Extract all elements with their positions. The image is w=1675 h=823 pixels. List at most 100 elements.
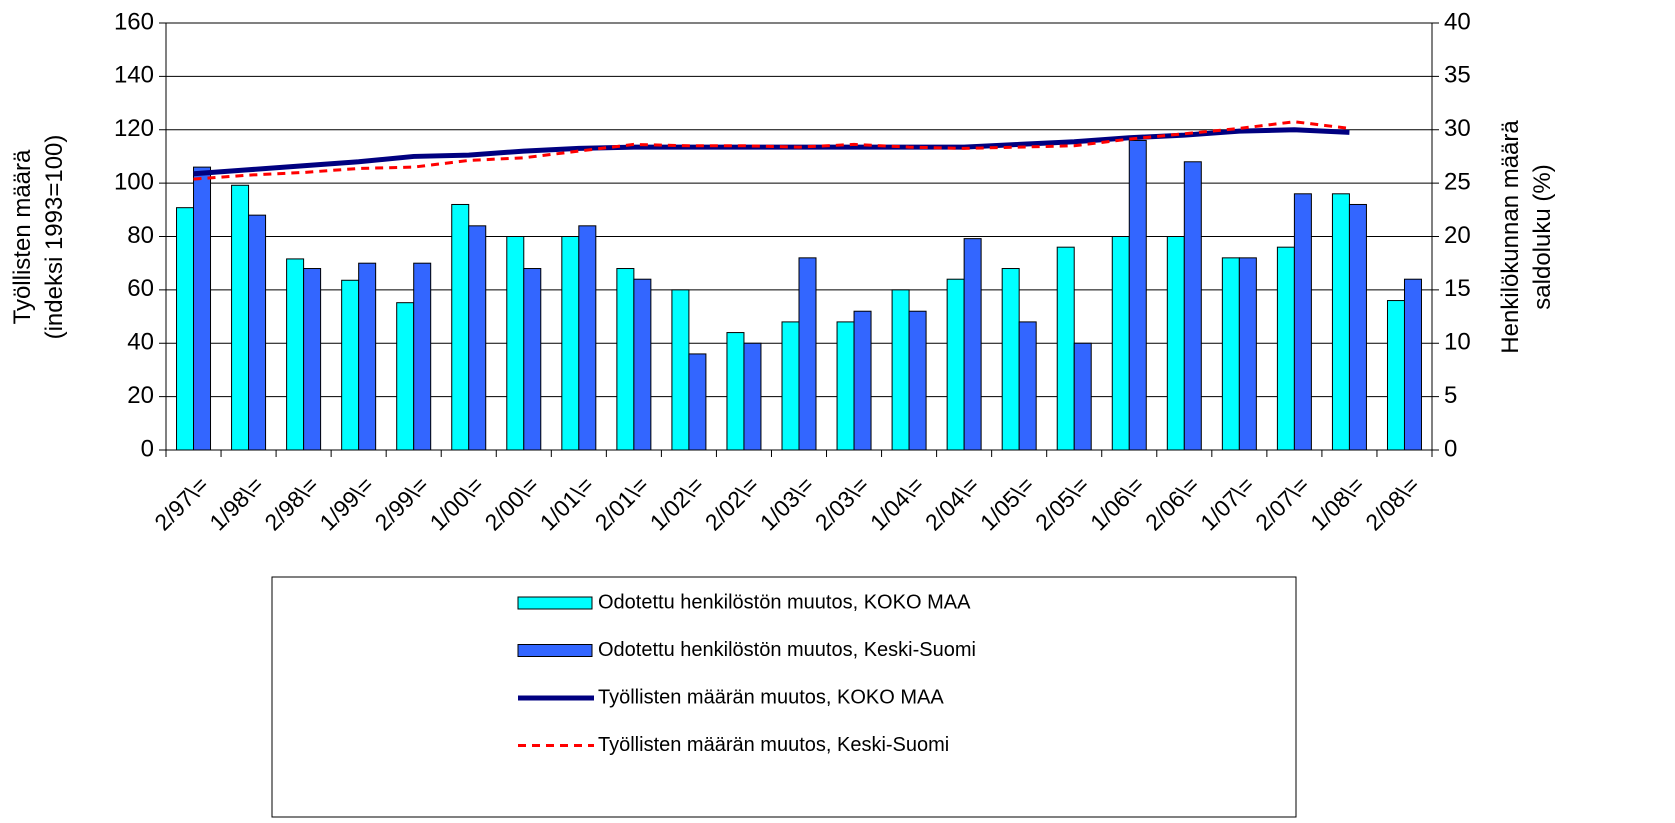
y2-tick-label: 10	[1444, 329, 1471, 356]
bar	[561, 236, 580, 451]
x-tick-label: 2/03\=	[810, 471, 874, 535]
bar	[1221, 257, 1240, 451]
x-tick-label: 2/99\=	[369, 471, 433, 535]
x-tick-label: 2/06\=	[1140, 471, 1204, 535]
line	[193, 120, 1350, 181]
x-tick-label: 2/02\=	[700, 471, 764, 535]
legend-label: Työllisten määrän muutos, KOKO MAA	[598, 686, 944, 708]
bar	[1056, 246, 1075, 451]
y-tick-label: 80	[127, 222, 154, 249]
x-tick-label: 2/04\=	[920, 471, 984, 535]
bar	[853, 310, 872, 451]
bar	[743, 342, 762, 451]
y2-axis-title: Henkilökunnan määrä saldoluku (%)	[1497, 120, 1556, 354]
y-tick-label: 40	[127, 329, 154, 356]
x-tick-label: 2/07\=	[1250, 471, 1314, 535]
bar	[1001, 268, 1020, 451]
bar	[891, 289, 910, 451]
x-tick-label: 1/98\=	[204, 471, 268, 535]
y-tick-label: 140	[114, 62, 154, 89]
bar	[468, 225, 487, 451]
bar	[578, 225, 597, 451]
bar	[836, 321, 855, 451]
x-tick-label: 1/99\=	[314, 471, 378, 535]
bar	[688, 353, 707, 451]
x-tick-label: 2/00\=	[480, 471, 544, 535]
bar	[1018, 321, 1037, 451]
x-tick-label: 1/02\=	[645, 471, 709, 535]
x-tick-label: 2/01\=	[590, 471, 654, 535]
y-tick-label: 60	[127, 275, 154, 302]
bar	[248, 214, 267, 451]
bar	[286, 258, 305, 451]
x-tick-label: 1/00\=	[425, 471, 489, 535]
bar	[1403, 278, 1422, 451]
bar	[303, 268, 322, 451]
bar	[1238, 257, 1257, 451]
bar	[1073, 342, 1092, 451]
bar	[1166, 236, 1185, 451]
bar	[341, 279, 360, 451]
legend-swatch	[517, 644, 593, 657]
bar	[193, 166, 212, 451]
bar	[908, 310, 927, 451]
y-axis-title-line: (indeksi 1993=100)	[41, 135, 68, 340]
y-axis-title: Työllisten määrä (indeksi 1993=100)	[9, 135, 68, 340]
legend-swatch	[517, 596, 593, 610]
legend-label: Työllisten määrän muutos, Keski-Suomi	[598, 734, 949, 756]
bar	[176, 207, 195, 451]
x-tick-label: 2/98\=	[259, 471, 323, 535]
y2-axis-title-line: Henkilökunnan määrä	[1497, 120, 1524, 354]
bar	[506, 236, 525, 451]
x-tick-label: 2/97\=	[149, 471, 213, 535]
x-tick-label: 1/03\=	[755, 471, 819, 535]
x-tick-label: 1/05\=	[975, 471, 1039, 535]
bar	[451, 203, 470, 451]
y2-tick-label: 20	[1444, 222, 1471, 249]
y-tick-label: 100	[114, 168, 154, 195]
bar	[231, 184, 250, 451]
x-tick-label: 2/05\=	[1030, 471, 1094, 535]
y2-tick-label: 35	[1444, 62, 1471, 89]
y-tick-label: 20	[127, 382, 154, 409]
bar	[781, 321, 800, 451]
bar	[1128, 139, 1147, 451]
bar	[946, 278, 965, 451]
bar	[1293, 193, 1312, 451]
x-tick-label: 1/07\=	[1195, 471, 1259, 535]
bar	[671, 289, 690, 451]
bar	[963, 238, 982, 451]
y2-tick-label: 15	[1444, 275, 1471, 302]
bar	[413, 262, 432, 451]
y2-tick-label: 40	[1444, 8, 1471, 35]
bar	[396, 302, 415, 451]
x-tick-label: 1/01\=	[535, 471, 599, 535]
bar	[1348, 203, 1367, 451]
bar	[633, 278, 652, 451]
bar	[358, 262, 377, 451]
y2-tick-label: 0	[1444, 435, 1457, 462]
bar	[616, 268, 635, 451]
y-tick-label: 120	[114, 115, 154, 142]
y2-tick-label: 30	[1444, 115, 1471, 142]
y-axis-title-line: Työllisten määrä	[9, 149, 36, 324]
bar	[1183, 161, 1202, 451]
bar	[1331, 193, 1350, 451]
bar	[798, 257, 817, 451]
y2-tick-label: 25	[1444, 168, 1471, 195]
legend-label: Odotettu henkilöstön muutos, Keski-Suomi	[598, 639, 976, 661]
x-tick-label: 1/04\=	[865, 471, 929, 535]
bar	[1386, 300, 1405, 451]
y2-axis-title-line: saldoluku (%)	[1529, 164, 1556, 309]
legend-box	[271, 576, 1297, 818]
x-tick-label: 1/08\=	[1305, 471, 1369, 535]
bar	[1276, 246, 1295, 451]
y2-tick-label: 5	[1444, 382, 1457, 409]
bar	[523, 268, 542, 451]
bar	[726, 332, 745, 451]
y-tick-label: 0	[141, 435, 154, 462]
bar	[1111, 236, 1130, 451]
legend-label: Odotettu henkilöstön muutos, KOKO MAA	[598, 591, 971, 613]
